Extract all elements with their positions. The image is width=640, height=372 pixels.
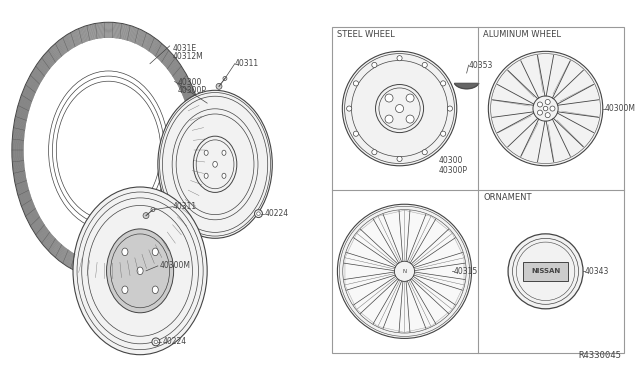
Bar [523,262,568,281]
Circle shape [545,113,550,118]
Polygon shape [378,280,404,333]
Polygon shape [345,258,395,285]
Circle shape [372,62,377,68]
Circle shape [406,115,414,123]
Polygon shape [414,258,464,285]
Circle shape [550,106,555,111]
Circle shape [538,102,543,107]
Polygon shape [356,217,400,265]
Circle shape [372,150,377,155]
Circle shape [406,94,414,102]
Polygon shape [404,280,431,333]
Circle shape [422,62,428,68]
Polygon shape [404,210,431,262]
Ellipse shape [122,248,128,256]
Circle shape [447,106,452,111]
Text: 40300M: 40300M [160,262,191,270]
Text: 40311: 40311 [235,59,259,68]
Text: ALUMINUM WHEEL: ALUMINUM WHEEL [483,30,561,39]
Circle shape [488,51,603,166]
Text: 40300
40300P: 40300 40300P [439,156,468,175]
Text: 40224: 40224 [163,337,187,346]
Circle shape [152,338,160,346]
Ellipse shape [73,187,207,355]
Circle shape [151,208,155,212]
Circle shape [543,106,548,111]
Text: ORNAMENT: ORNAMENT [483,193,532,202]
Ellipse shape [212,161,218,167]
Polygon shape [454,83,479,89]
Circle shape [397,56,402,61]
Circle shape [337,204,472,339]
Text: 40353: 40353 [468,61,493,70]
Text: 40312M: 40312M [173,52,204,61]
Circle shape [533,96,558,121]
Ellipse shape [204,150,208,155]
Circle shape [223,77,227,80]
Text: 4031E: 4031E [173,44,196,53]
Polygon shape [356,278,400,326]
Circle shape [422,150,428,155]
Polygon shape [412,273,464,310]
Polygon shape [378,210,404,262]
Text: 40311: 40311 [173,202,196,211]
Circle shape [342,51,457,166]
Circle shape [257,212,260,215]
Text: 40224: 40224 [264,209,289,218]
Circle shape [397,156,402,161]
Ellipse shape [222,150,226,155]
Circle shape [538,110,543,115]
Text: 40300M: 40300M [605,104,636,113]
Text: 40300P: 40300P [177,86,207,95]
Text: N: N [403,269,406,274]
Circle shape [508,234,583,309]
Ellipse shape [222,173,226,179]
Circle shape [396,105,404,113]
Ellipse shape [137,267,143,275]
Ellipse shape [152,248,158,256]
Polygon shape [345,233,397,269]
Text: NISSAN: NISSAN [531,268,560,274]
Ellipse shape [204,173,208,179]
Circle shape [216,83,222,89]
Circle shape [255,210,262,218]
Circle shape [379,88,420,129]
Polygon shape [345,273,397,310]
Polygon shape [409,278,452,326]
Circle shape [394,261,415,281]
Circle shape [353,131,358,136]
Polygon shape [412,233,464,269]
Ellipse shape [106,229,173,313]
Text: 40315: 40315 [454,267,478,276]
Polygon shape [409,217,452,265]
Circle shape [385,94,393,102]
Text: R4330045: R4330045 [579,351,621,360]
Circle shape [440,131,445,136]
Text: 40300: 40300 [177,78,202,87]
Circle shape [347,106,352,111]
Circle shape [353,81,358,86]
Circle shape [143,213,149,219]
Ellipse shape [158,90,272,238]
Circle shape [154,340,157,344]
Circle shape [440,81,445,86]
Text: 40343: 40343 [585,267,609,276]
Ellipse shape [152,286,158,294]
Text: STEEL WHEEL: STEEL WHEEL [337,30,395,39]
Bar [332,27,625,353]
Circle shape [385,115,393,123]
Circle shape [376,84,424,132]
Ellipse shape [122,286,128,294]
Circle shape [545,99,550,105]
